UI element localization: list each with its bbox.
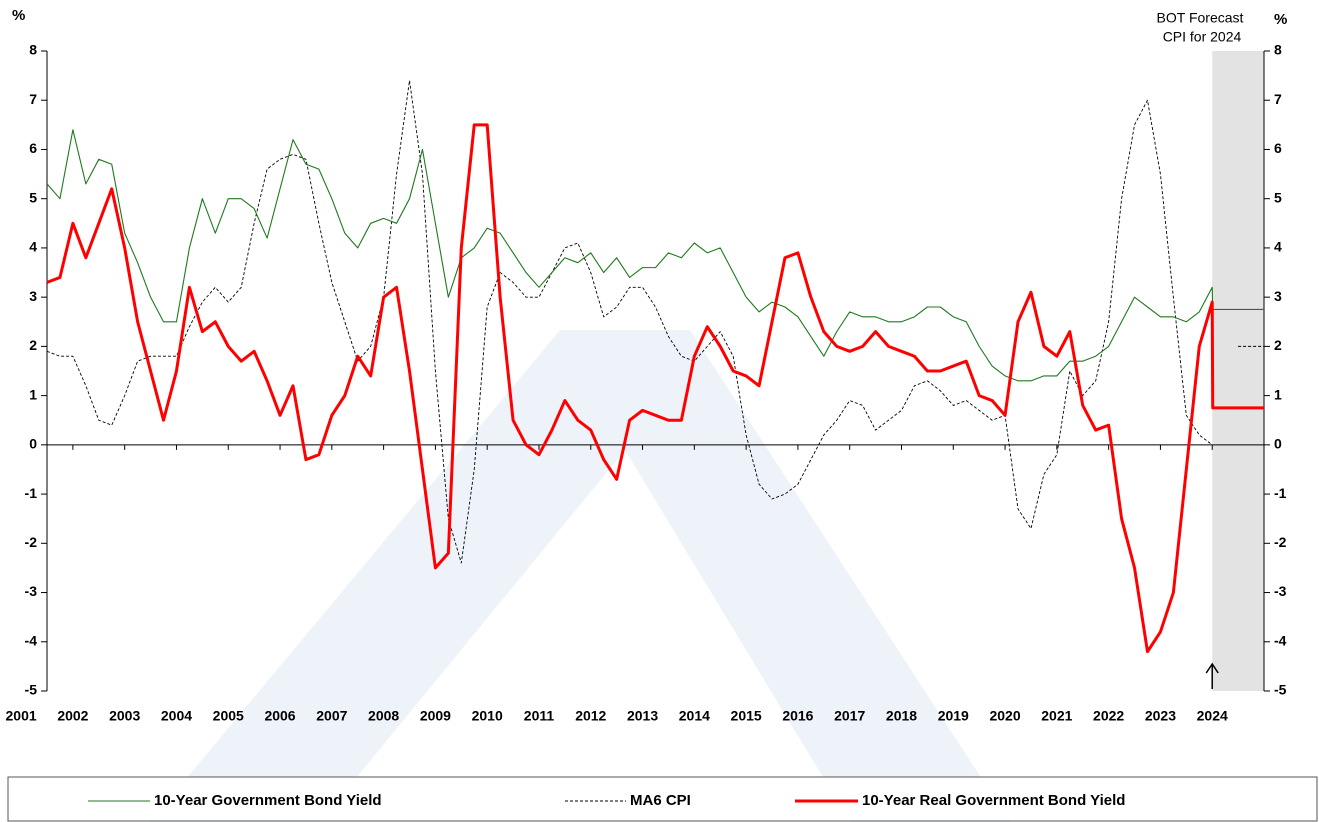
y2-tick-label: 3 [1274, 288, 1282, 304]
y-tick-label: 0 [29, 436, 37, 452]
y-tick-label: 4 [29, 239, 37, 255]
y-tick-label: 7 [29, 91, 37, 107]
y2-tick-label: 8 [1274, 42, 1282, 58]
y-tick-label: -4 [25, 632, 38, 648]
y-tick-label: -3 [25, 583, 38, 599]
x-tick-label: 2024 [1197, 708, 1228, 724]
x-tick-label: 2016 [782, 708, 813, 724]
forecast-region [1212, 51, 1264, 691]
forecast-arrow [1205, 662, 1219, 689]
y2-tick-label: 6 [1274, 140, 1282, 156]
x-tick-label: 2003 [109, 708, 140, 724]
y-tick-label: 2 [29, 337, 37, 353]
x-tick-label: 2009 [420, 708, 451, 724]
x-tick-label: 2019 [938, 708, 969, 724]
y2-tick-label: -4 [1274, 632, 1287, 648]
x-tick-label: 2020 [989, 708, 1020, 724]
series-line [46, 80, 1264, 564]
y2-tick-label: 7 [1274, 91, 1282, 107]
plot-area: -5 -5 -4 -4 -3 -3 -2 -2 -1 -1 0 0 1 1 2 2 3 3 4 4 5 5 6 6 7 7 8 8 20… [6, 42, 1287, 724]
x-tick-label: 2007 [316, 708, 347, 724]
y-tick-label: 3 [29, 288, 37, 304]
annotation: BOT Forecast [1157, 10, 1244, 26]
y-tick-label: 8 [29, 42, 37, 58]
y2-axis-label: % [1274, 11, 1287, 28]
x-tick-label: 2010 [472, 708, 503, 724]
x-tick-label: 2017 [834, 708, 865, 724]
series-line [46, 123, 1264, 654]
legend-label: MA6 CPI [630, 792, 691, 809]
x-tick-label: 2023 [1145, 708, 1176, 724]
x-tick-label: 2002 [57, 708, 88, 724]
x-tick-label: 2012 [575, 708, 606, 724]
x-tick-label: 2018 [886, 708, 917, 724]
x-tick-label: 2021 [1041, 708, 1072, 724]
x-tick-label: 2015 [731, 708, 762, 724]
x-tick-label: 2001 [6, 708, 37, 724]
x-tick-label: 2013 [627, 708, 658, 724]
y2-tick-label: 5 [1274, 189, 1282, 205]
y2-tick-label: 4 [1274, 239, 1282, 255]
y-tick-label: 1 [29, 386, 37, 402]
x-tick-label: 2011 [524, 708, 555, 724]
y-tick-label: -1 [25, 485, 38, 501]
annotation: CPI for 2024 [1163, 29, 1242, 45]
y2-tick-label: -5 [1274, 682, 1287, 698]
x-tick-label: 2005 [213, 708, 244, 724]
legend-items: 10-Year Government Bond Yield MA6 CPI 10-Y… [88, 792, 1125, 809]
y-tick-label: -2 [25, 534, 38, 550]
x-tick-label: 2014 [679, 708, 710, 724]
y2-tick-label: -3 [1274, 583, 1287, 599]
y-tick-label: 6 [29, 140, 37, 156]
x-tick-label: 2008 [368, 708, 399, 724]
x-tick-label: 2006 [264, 708, 295, 724]
legend [7, 776, 1318, 822]
series-line [46, 129, 1264, 382]
y2-tick-label: 1 [1274, 386, 1282, 402]
y2-tick-label: 0 [1274, 436, 1282, 452]
x-tick-label: 2022 [1093, 708, 1124, 724]
legend-label: 10-Year Real Government Bond Yield [862, 792, 1125, 809]
y-axis-label: % [12, 7, 25, 24]
y-tick-label: 5 [29, 189, 37, 205]
watermark [150, 330, 1010, 822]
y-tick-label: -5 [25, 682, 38, 698]
x-tick-label: 2004 [161, 708, 192, 724]
y2-tick-label: -1 [1274, 485, 1287, 501]
legend-label: 10-Year Government Bond Yield [154, 792, 382, 809]
y2-tick-label: 2 [1274, 337, 1282, 353]
y2-tick-label: -2 [1274, 534, 1287, 550]
